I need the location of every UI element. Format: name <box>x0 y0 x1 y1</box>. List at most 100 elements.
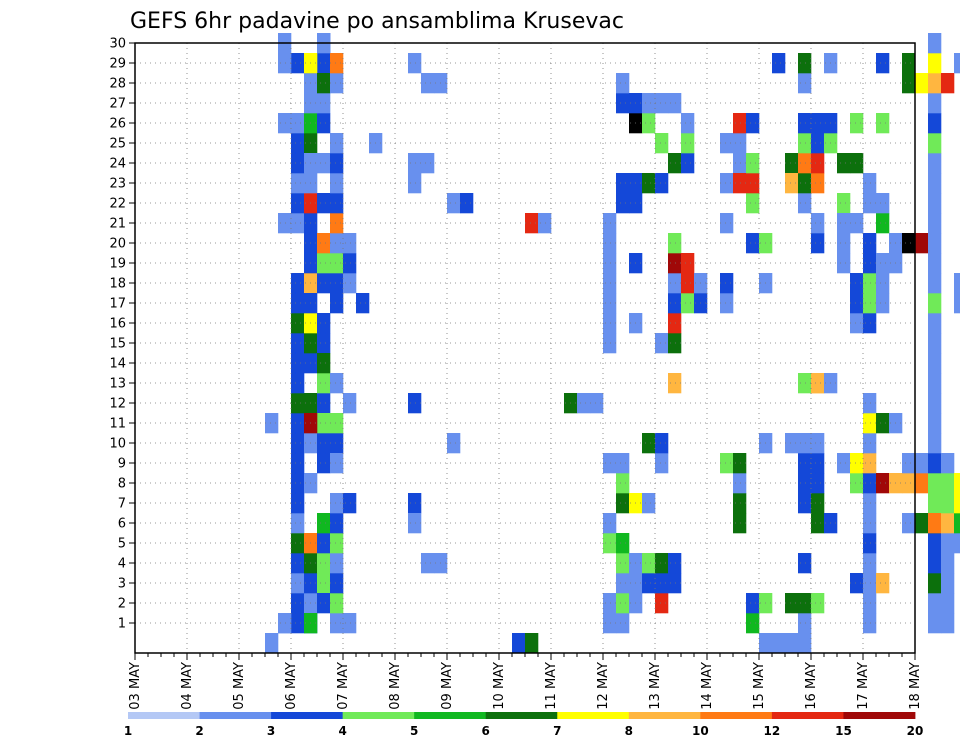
heatmap-cell <box>265 413 279 434</box>
heatmap-cell <box>317 453 331 474</box>
heatmap-cell <box>811 173 825 194</box>
heatmap-cell <box>915 233 929 254</box>
heatmap-cell <box>317 593 331 614</box>
heatmap-cell <box>720 133 734 154</box>
heatmap-cell <box>668 233 682 254</box>
heatmap-cell <box>291 293 305 314</box>
heatmap-cell <box>941 493 955 514</box>
heatmap-cell <box>928 513 942 534</box>
y-tick-label: 4 <box>118 557 126 572</box>
heatmap-cell <box>655 173 669 194</box>
x-tick-label: 16 MAY <box>804 662 819 710</box>
heatmap-cell <box>733 153 747 174</box>
heatmap-cell <box>798 553 812 574</box>
colorbar-swatch <box>485 712 558 719</box>
heatmap-cell <box>850 573 864 594</box>
heatmap-cell <box>928 533 942 554</box>
y-tick-label: 5 <box>118 537 126 552</box>
heatmap-cell <box>408 493 422 514</box>
heatmap-cell <box>265 633 279 654</box>
heatmap-cell <box>798 173 812 194</box>
heatmap-cell <box>811 493 825 514</box>
heatmap-cell <box>330 53 344 74</box>
colorbar-label: 3 <box>267 724 275 738</box>
heatmap-cell <box>902 513 916 534</box>
heatmap-cell <box>291 133 305 154</box>
heatmap-cell <box>668 313 682 334</box>
heatmap-cell <box>291 573 305 594</box>
colorbar-label: 20 <box>907 724 924 738</box>
heatmap-cell <box>876 253 890 274</box>
heatmap-cell <box>330 293 344 314</box>
heatmap-cell <box>291 413 305 434</box>
heatmap-cell <box>330 533 344 554</box>
heatmap-cell <box>655 333 669 354</box>
heatmap-cell <box>668 553 682 574</box>
heatmap-cell <box>928 173 942 194</box>
x-tick-label: 10 MAY <box>492 662 507 710</box>
grid-lines <box>134 42 916 653</box>
colorbar-swatch <box>128 712 200 719</box>
heatmap-cell <box>343 233 357 254</box>
heatmap-cell <box>928 393 942 414</box>
heatmap-cell <box>928 413 942 434</box>
heatmap-cell <box>785 173 799 194</box>
heatmap-cell <box>330 73 344 94</box>
heatmap-cell <box>733 113 747 134</box>
heatmap-cell <box>616 493 630 514</box>
heatmap-cell <box>330 193 344 214</box>
heatmap-cell <box>343 493 357 514</box>
heatmap-cell <box>616 473 630 494</box>
heatmap-cell <box>928 453 942 474</box>
heatmap-cell <box>863 393 877 414</box>
heatmap-cell <box>876 53 890 74</box>
heatmap-cell <box>928 573 942 594</box>
heatmap-cell <box>811 153 825 174</box>
heatmap-cell <box>876 413 890 434</box>
heatmap-cell <box>733 513 747 534</box>
heatmap-cell <box>317 333 331 354</box>
heatmap-cell <box>863 293 877 314</box>
chart-title: GEFS 6hr padavine po ansamblima Krusevac <box>130 9 624 34</box>
heatmap-cell <box>876 273 890 294</box>
colorbar-swatch <box>271 712 344 719</box>
heatmap-cell <box>863 273 877 294</box>
x-tick-label: 15 MAY <box>752 662 767 710</box>
heatmap-cell <box>603 213 617 234</box>
heatmap-cell <box>447 193 461 214</box>
heatmap-cell <box>291 193 305 214</box>
heatmap-cell <box>798 193 812 214</box>
y-tick-label: 15 <box>109 337 126 352</box>
heatmap-cell <box>837 213 851 234</box>
heatmap-cell <box>681 293 695 314</box>
heatmap-cell <box>291 53 305 74</box>
heatmap-cell <box>317 273 331 294</box>
y-tick-label: 18 <box>109 277 126 292</box>
heatmap-cell <box>863 433 877 454</box>
heatmap-cell <box>681 273 695 294</box>
heatmap-cell <box>863 253 877 274</box>
heatmap-cell <box>603 233 617 254</box>
heatmap-cell <box>928 113 942 134</box>
heatmap-cell <box>850 473 864 494</box>
heatmap-cell <box>291 553 305 574</box>
heatmap-cell <box>733 133 747 154</box>
heatmap-cell <box>616 593 630 614</box>
y-tick-label: 27 <box>109 97 126 112</box>
heatmap-cell <box>733 493 747 514</box>
heatmap-cell <box>954 493 960 514</box>
colorbar-label: 1 <box>124 724 132 738</box>
heatmap-cell <box>330 413 344 434</box>
heatmap-cell <box>746 593 760 614</box>
heatmap-cell <box>317 533 331 554</box>
heatmap-cell <box>798 153 812 174</box>
heatmap-cell <box>785 593 799 614</box>
heatmap-cell <box>512 633 526 654</box>
heatmap-cell <box>278 213 292 234</box>
heatmap-cell <box>291 213 305 234</box>
heatmap-cell <box>954 473 960 494</box>
heatmap-cell <box>642 433 656 454</box>
y-tick-label: 26 <box>109 117 126 132</box>
heatmap-cell <box>902 473 916 494</box>
heatmap-cell <box>863 473 877 494</box>
